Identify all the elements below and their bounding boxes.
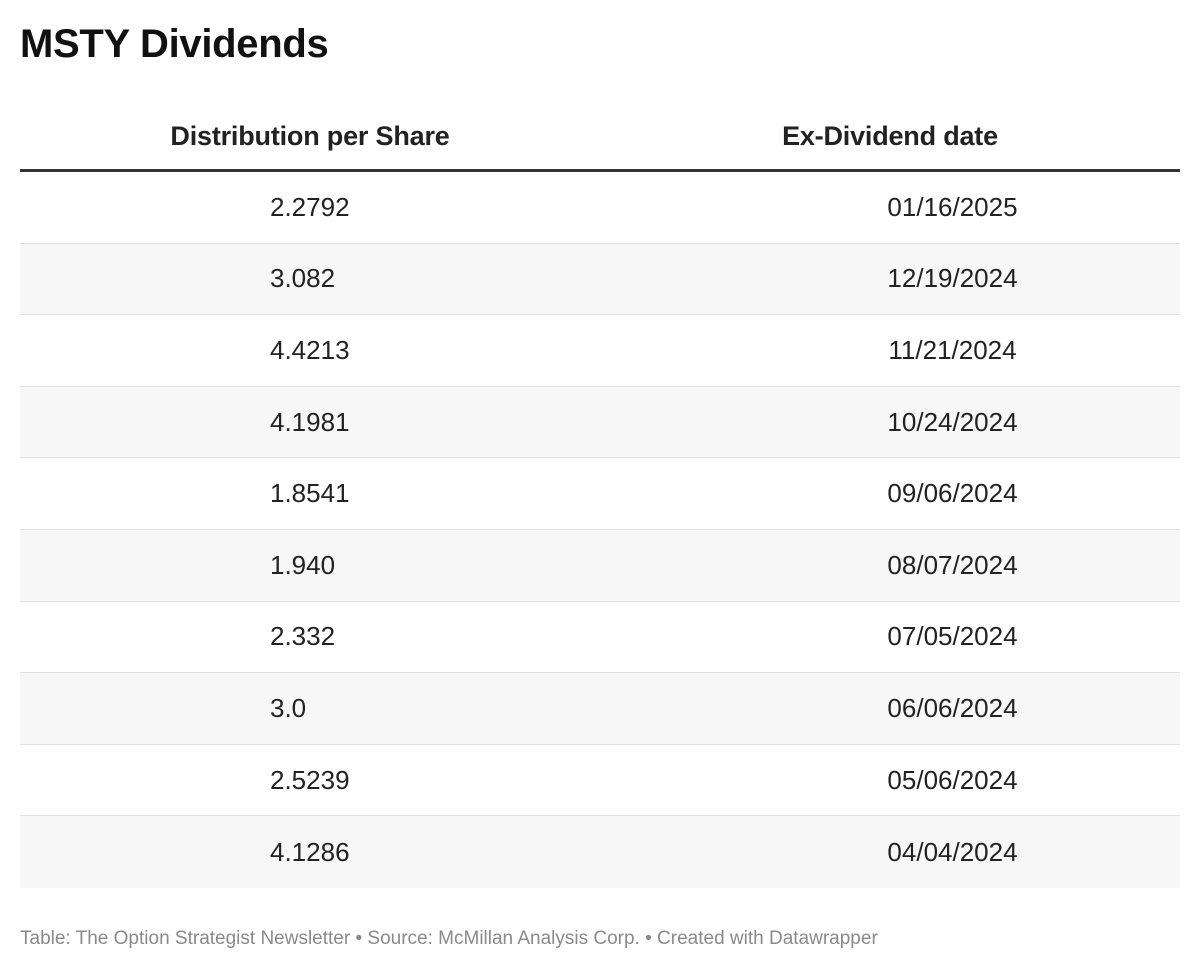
ex-dividend-date-cell: 08/07/2024 [887,549,1018,580]
distribution-cell: 2.2792 [270,191,350,222]
distribution-cell: 3.082 [270,263,336,294]
table-row: 1.940 08/07/2024 [20,529,1180,602]
distribution-cell: 4.4213 [270,334,350,365]
table-row: 1.8541 09/06/2024 [20,458,1180,530]
ex-dividend-date-cell: 12/19/2024 [887,263,1018,294]
ex-dividend-date-cell: 05/06/2024 [887,764,1018,795]
source-footer: Table: The Option Strategist Newsletter … [20,928,878,949]
distribution-cell: 3.0 [270,692,307,723]
distribution-cell: 2.332 [270,621,336,652]
table-row: 2.5239 05/06/2024 [20,745,1180,817]
table-row: 3.0 06/06/2024 [20,673,1180,745]
chart-title: MSTY Dividends [20,22,329,66]
ex-dividend-date-cell: 06/06/2024 [887,692,1018,723]
table-row: 3.082 12/19/2024 [20,243,1180,316]
distribution-cell: 1.8541 [270,478,350,509]
ex-dividend-date-cell: 01/16/2025 [887,191,1018,222]
column-header-distribution: Distribution per Share [170,121,450,151]
table-header: Distribution per Share Ex-Dividend date [20,104,1180,172]
distribution-cell: 4.1286 [270,836,350,867]
table-row: 2.2792 01/16/2025 [20,172,1180,244]
ex-dividend-date-cell: 11/21/2024 [888,334,1017,365]
distribution-cell: 2.5239 [270,764,350,795]
table-row: 4.1286 04/04/2024 [20,816,1180,888]
table-row: 4.1981 10/24/2024 [20,386,1180,459]
distribution-cell: 4.1981 [270,406,350,437]
ex-dividend-date-cell: 09/06/2024 [887,478,1018,509]
distribution-cell: 1.940 [270,549,336,580]
table-body: 2.2792 01/16/2025 3.082 12/19/2024 4.4213 11/… [20,172,1180,888]
dividends-table: Distribution per Share Ex-Dividend date … [20,104,1180,888]
column-header-ex-dividend-date: Ex-Dividend date [782,121,998,151]
ex-dividend-date-cell: 04/04/2024 [887,836,1018,867]
table-row: 2.332 07/05/2024 [20,602,1180,674]
table-row: 4.4213 11/21/2024 [20,315,1180,387]
ex-dividend-date-cell: 07/05/2024 [887,621,1018,652]
ex-dividend-date-cell: 10/24/2024 [887,406,1018,437]
